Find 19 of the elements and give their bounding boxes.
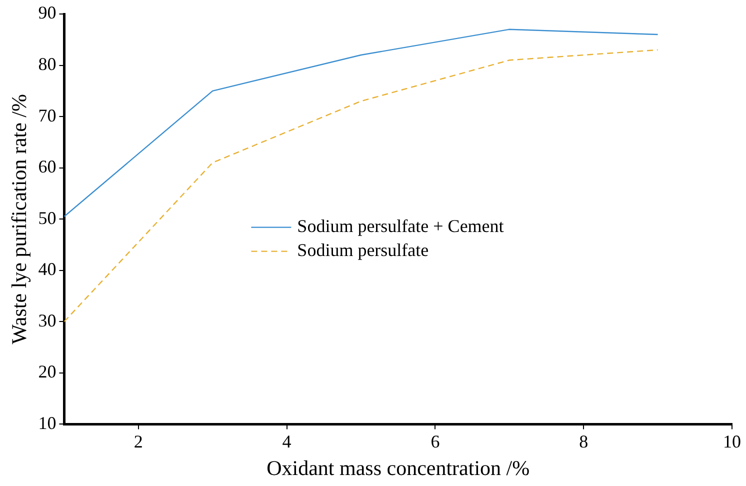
x-tick-label: 2 bbox=[134, 432, 143, 452]
x-tick-label: 8 bbox=[579, 432, 588, 452]
y-tick-label: 10 bbox=[38, 412, 56, 433]
line-series bbox=[64, 49, 658, 322]
x-axis-title: Oxidant mass concentration /% bbox=[266, 456, 530, 480]
y-tick-label: 50 bbox=[38, 208, 56, 228]
y-tick-label: 90 bbox=[38, 2, 56, 23]
y-tick-label: 60 bbox=[38, 156, 56, 177]
x-tick-label: 6 bbox=[430, 432, 440, 452]
y-axis-title: Waste lye purification rate /% bbox=[7, 94, 32, 344]
y-tick-label: 70 bbox=[38, 105, 56, 126]
y-tick-label: 40 bbox=[38, 259, 56, 280]
y-tick-label: 80 bbox=[38, 54, 56, 74]
x-tick-label: 10 bbox=[723, 432, 741, 452]
legend-label: Sodium persulfate + Cement bbox=[297, 216, 504, 236]
y-tick-label: 30 bbox=[38, 310, 56, 330]
x-tick-label: 4 bbox=[282, 432, 292, 452]
legend-label: Sodium persulfate bbox=[297, 240, 429, 260]
y-tick-label: 20 bbox=[38, 362, 56, 382]
